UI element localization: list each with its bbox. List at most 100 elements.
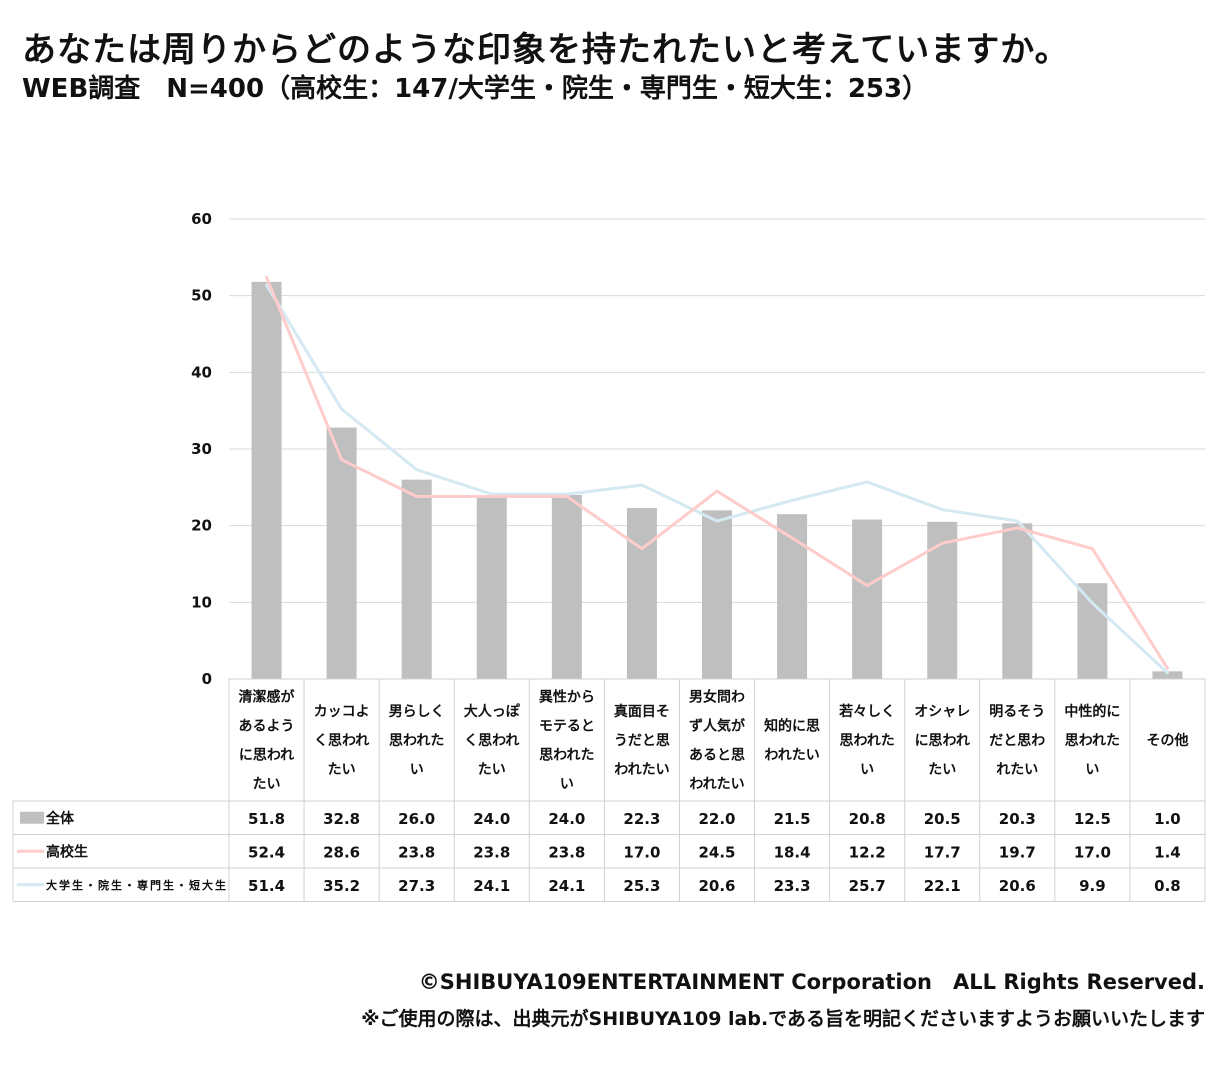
category-label-line: 真面目そ bbox=[614, 703, 670, 720]
data-value-label: 24.1 bbox=[473, 877, 510, 895]
chart-subtitle: WEB調査 N=400（高校生：147/大学生・院生・専門生・短大生：253） bbox=[22, 74, 929, 104]
line-point bbox=[1015, 526, 1019, 530]
bar bbox=[251, 281, 282, 679]
category-label: 若々しく思われたい bbox=[838, 703, 895, 778]
y-tick-label: 30 bbox=[191, 440, 212, 458]
bar bbox=[777, 514, 808, 679]
category-label: 真面目そうだと思われたい bbox=[614, 703, 670, 778]
data-value-label: 17.7 bbox=[924, 843, 961, 861]
category-label-line: い bbox=[560, 777, 574, 793]
data-value-label: 9.9 bbox=[1079, 877, 1106, 895]
line-point bbox=[490, 495, 494, 499]
data-value-label: 12.2 bbox=[849, 843, 886, 861]
category-label-line: 中性的に bbox=[1064, 703, 1120, 720]
usage-note: ※ご使用の際は、出典元がSHIBUYA109 lab.である旨を明記くださいます… bbox=[361, 1008, 1205, 1030]
category-label-line: れたい bbox=[996, 762, 1038, 778]
category-label: 明るそうだと思われたい bbox=[989, 704, 1045, 778]
data-value-label: 22.0 bbox=[698, 810, 735, 828]
data-value-label: 19.7 bbox=[999, 843, 1036, 861]
category-label-line: オシャレ bbox=[914, 704, 970, 720]
data-value-label: 1.4 bbox=[1154, 843, 1181, 861]
line-point bbox=[940, 508, 944, 512]
data-value-label: 20.3 bbox=[999, 810, 1036, 828]
category-label-line: たい bbox=[253, 777, 281, 793]
y-tick-label: 50 bbox=[191, 287, 212, 305]
data-value-label: 35.2 bbox=[323, 877, 360, 895]
bar bbox=[1152, 671, 1183, 679]
line-point bbox=[1165, 671, 1169, 675]
category-label-line: 思われた bbox=[539, 748, 594, 764]
data-value-label: 23.3 bbox=[774, 877, 811, 895]
line-point bbox=[565, 492, 569, 496]
lines bbox=[265, 275, 1169, 675]
y-tick-label: 20 bbox=[191, 517, 212, 535]
line-point bbox=[340, 407, 344, 411]
data-value-label: 22.3 bbox=[623, 810, 660, 828]
data-value-label: 17.0 bbox=[1074, 843, 1111, 861]
category-label-line: その他 bbox=[1146, 732, 1188, 749]
category-label: カッコよく思われたい bbox=[314, 704, 370, 778]
category-label-line: く思われ bbox=[314, 733, 369, 749]
data-value-label: 20.8 bbox=[849, 810, 886, 828]
chart-title: あなたは周りからどのような印象を持たれたいと考えていますか。 bbox=[22, 30, 1070, 70]
legend-swatch-bar bbox=[20, 811, 44, 824]
line-point bbox=[1165, 666, 1169, 670]
data-value-label: 26.0 bbox=[398, 810, 435, 828]
bar bbox=[852, 519, 883, 679]
line-point bbox=[940, 541, 944, 545]
category-label-line: に思われ bbox=[915, 733, 970, 749]
category-label-line: く思われ bbox=[464, 733, 519, 749]
y-tick-label: 10 bbox=[191, 593, 212, 611]
line-point bbox=[640, 483, 644, 487]
legend-label: 高校生 bbox=[46, 843, 88, 860]
line-point bbox=[790, 498, 794, 502]
category-label-line: 清潔感が bbox=[239, 689, 296, 706]
category-label: その他 bbox=[1146, 732, 1188, 749]
y-axis-ticks: 0 10 20 30 40 50 60 bbox=[191, 210, 212, 688]
category-label-line: あるよう bbox=[239, 719, 295, 735]
category-label-line: カッコよ bbox=[314, 704, 370, 720]
y-tick-label: 40 bbox=[191, 363, 212, 381]
category-label-line: モテると bbox=[539, 719, 595, 735]
category-label: 異性からモテると思われたい bbox=[539, 689, 595, 793]
category-label-line: 明るそう bbox=[989, 704, 1045, 720]
category-label-line: 異性から bbox=[539, 689, 595, 706]
data-value-label: 20.5 bbox=[924, 810, 961, 828]
data-value-label: 21.5 bbox=[774, 810, 811, 828]
data-value-label: 23.8 bbox=[398, 843, 435, 861]
line-point bbox=[265, 275, 269, 279]
bars bbox=[251, 281, 1183, 679]
category-label-line: われたい bbox=[764, 748, 819, 764]
data-value-label: 28.6 bbox=[323, 843, 360, 861]
legend-label: 大学生・院生・専門生・短大生 bbox=[46, 878, 226, 892]
line-point bbox=[640, 547, 644, 551]
bar bbox=[551, 495, 582, 679]
category-label-line: 思われた bbox=[389, 733, 444, 749]
line-point bbox=[865, 583, 869, 587]
category-label-line: たい bbox=[478, 762, 506, 778]
category-label-line: い bbox=[1085, 762, 1099, 778]
line-point bbox=[1090, 601, 1094, 605]
data-value-label: 24.5 bbox=[698, 843, 735, 861]
data-value-label: 32.8 bbox=[323, 810, 360, 828]
data-value-label: 27.3 bbox=[398, 877, 435, 895]
category-label: 男らしく思われたい bbox=[389, 704, 445, 778]
line-point bbox=[565, 495, 569, 499]
data-value-label: 51.8 bbox=[248, 810, 285, 828]
category-label: 清潔感があるように思われたい bbox=[239, 689, 296, 793]
data-value-label: 1.0 bbox=[1154, 810, 1181, 828]
data-value-label: 22.1 bbox=[924, 877, 961, 895]
bar bbox=[401, 479, 432, 679]
category-label-line: ず人気が bbox=[689, 718, 746, 735]
y-tick-label: 0 bbox=[202, 670, 212, 688]
category-label: オシャレに思われたい bbox=[914, 704, 970, 778]
category-label-line: われたい bbox=[689, 777, 744, 793]
data-value-label: 0.8 bbox=[1154, 877, 1181, 895]
category-label-line: い bbox=[410, 762, 424, 778]
data-value-label: 51.4 bbox=[248, 877, 285, 895]
line-point bbox=[265, 283, 269, 287]
category-label: 中性的に思われたい bbox=[1064, 703, 1120, 778]
bar bbox=[702, 510, 732, 679]
y-tick-label: 60 bbox=[191, 210, 212, 228]
